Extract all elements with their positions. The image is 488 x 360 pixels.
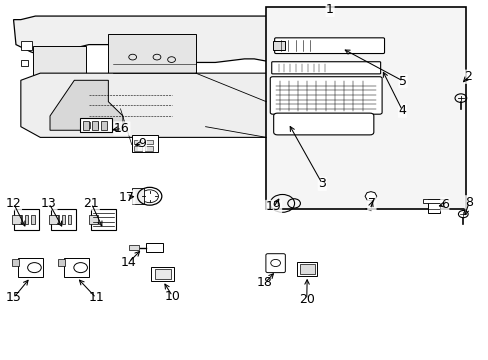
Text: 2: 2 [463, 70, 471, 83]
Text: 19: 19 [265, 201, 281, 213]
Text: 6: 6 [440, 198, 448, 211]
Bar [18, 258, 43, 278]
Text: 3: 3 [318, 177, 325, 190]
Bar [427, 199, 440, 213]
FancyBboxPatch shape [265, 254, 285, 273]
Text: 17: 17 [119, 191, 135, 204]
Bar [151, 267, 174, 281]
Text: 16: 16 [114, 122, 130, 135]
Bar [68, 215, 71, 224]
Bar [134, 146, 142, 150]
Polygon shape [365, 192, 376, 201]
Bar [62, 215, 65, 224]
Bar [12, 215, 21, 224]
FancyBboxPatch shape [271, 62, 380, 74]
FancyBboxPatch shape [273, 113, 373, 135]
Text: 10: 10 [164, 290, 180, 303]
Bar [266, 7, 465, 209]
Text: 21: 21 [83, 197, 99, 210]
Bar [154, 269, 170, 279]
Text: 1: 1 [325, 3, 333, 16]
Polygon shape [50, 80, 122, 130]
Bar [56, 215, 59, 224]
Bar [21, 41, 31, 50]
FancyBboxPatch shape [274, 38, 384, 54]
Bar [49, 215, 58, 224]
Text: 5: 5 [398, 75, 406, 87]
FancyBboxPatch shape [80, 118, 112, 132]
Bar [423, 199, 445, 203]
Polygon shape [14, 16, 292, 66]
Bar [101, 121, 107, 130]
FancyBboxPatch shape [51, 209, 76, 230]
Text: 13: 13 [41, 197, 57, 210]
FancyBboxPatch shape [91, 209, 116, 230]
Bar [58, 260, 65, 266]
Bar [296, 262, 317, 276]
Bar [144, 146, 152, 150]
Bar [131, 188, 143, 204]
Bar [89, 215, 98, 224]
Bar [144, 140, 152, 144]
Text: 9: 9 [138, 137, 146, 150]
Bar [131, 135, 158, 152]
Text: 15: 15 [5, 292, 21, 305]
Text: 8: 8 [464, 196, 472, 209]
Bar [21, 60, 28, 66]
Bar [299, 264, 314, 274]
Bar [64, 258, 89, 278]
Bar [94, 122, 98, 128]
Polygon shape [33, 46, 86, 75]
Text: 14: 14 [121, 256, 136, 269]
Bar [25, 215, 28, 224]
Text: 7: 7 [367, 197, 375, 210]
Bar [146, 243, 163, 252]
Text: 4: 4 [398, 104, 406, 117]
Bar [12, 260, 19, 266]
Bar [134, 140, 142, 144]
Bar [128, 246, 138, 251]
FancyBboxPatch shape [14, 209, 39, 230]
FancyBboxPatch shape [270, 77, 381, 114]
Bar [108, 34, 196, 77]
Bar [31, 215, 35, 224]
Text: 18: 18 [257, 276, 272, 289]
Bar [272, 41, 285, 50]
Text: 20: 20 [298, 293, 314, 306]
Bar [83, 121, 89, 130]
Polygon shape [21, 73, 292, 138]
Bar [102, 122, 106, 128]
Bar [92, 121, 98, 130]
Bar [19, 215, 22, 224]
Bar [86, 122, 90, 128]
Text: 11: 11 [88, 292, 104, 305]
Text: 12: 12 [6, 197, 21, 210]
